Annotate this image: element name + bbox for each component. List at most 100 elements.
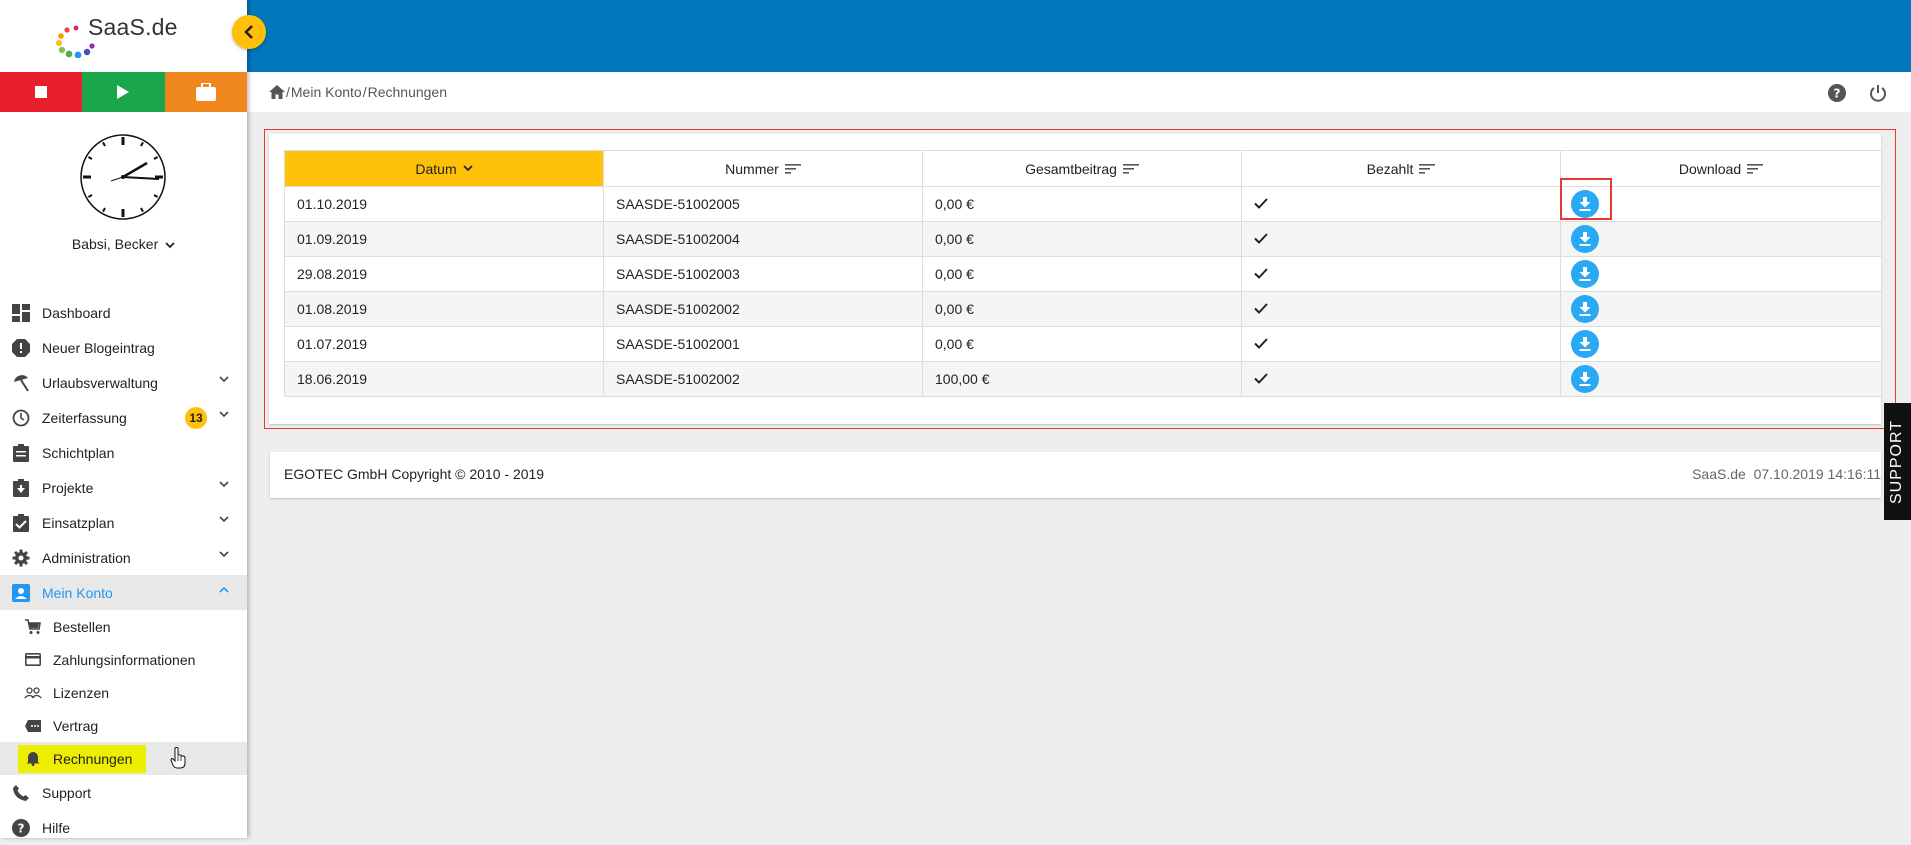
checkmark-icon: [1254, 338, 1268, 349]
people-icon: [24, 684, 42, 702]
sort-icon: [1747, 163, 1764, 174]
nav-item-einsatzplan[interactable]: Einsatzplan: [0, 505, 247, 540]
cell-betrag: 0,00 €: [922, 256, 1242, 292]
sub-item-vertrag[interactable]: Vertrag: [0, 709, 247, 742]
column-header-nummer[interactable]: Nummer: [603, 150, 923, 187]
cell-datum: 01.07.2019: [284, 326, 604, 362]
sub-item-label: Zahlungsinformationen: [53, 651, 196, 668]
sub-item-label: Lizenzen: [53, 684, 110, 701]
user-menu[interactable]: Babsi, Becker: [0, 236, 247, 252]
column-header-gesamtbeitrag[interactable]: Gesamtbeitrag: [922, 150, 1242, 187]
briefcase-button[interactable]: [164, 72, 247, 112]
checkmark-icon: [1254, 268, 1268, 279]
help-icon: ?: [11, 818, 31, 838]
cell-download: [1560, 291, 1882, 327]
sub-item-lizenzen[interactable]: Lizenzen: [0, 676, 247, 709]
play-button[interactable]: [82, 72, 165, 112]
download-icon: [1579, 372, 1591, 386]
checkmark-icon: [1254, 198, 1268, 209]
user-name: Babsi, Becker: [71, 236, 159, 252]
download-button[interactable]: [1571, 225, 1599, 253]
project-icon: [11, 478, 31, 498]
analog-clock: [0, 112, 247, 264]
check-clipboard-icon: [11, 513, 31, 533]
download-button[interactable]: [1571, 365, 1599, 393]
breadcrumb-separator: /: [362, 84, 367, 100]
sort-icon: [1122, 163, 1139, 174]
alert-icon: [11, 338, 31, 358]
nav-item-projekte[interactable]: Projekte: [0, 470, 247, 505]
sub-item-rechnungen[interactable]: Rechnungen: [0, 742, 247, 775]
help-icon[interactable]: ?: [1828, 84, 1846, 102]
home-icon[interactable]: [269, 85, 285, 99]
gear-icon: [11, 548, 31, 568]
nav-label: Mein Konto: [42, 584, 113, 601]
nav-item-administration[interactable]: Administration: [0, 540, 247, 575]
time-action-bar: [0, 72, 247, 112]
cell-nummer: SAASDE-51002002: [603, 291, 923, 327]
svg-text:?: ?: [18, 821, 25, 835]
cell-bezahlt: [1241, 186, 1561, 222]
download-icon: [1579, 302, 1591, 316]
collapse-sidebar-button[interactable]: [232, 15, 266, 49]
contract-icon: [24, 717, 42, 735]
download-icon: [1579, 197, 1591, 211]
support-tab[interactable]: SUPPORT: [1884, 403, 1911, 520]
power-icon[interactable]: [1869, 84, 1887, 102]
nav-item-hilfe[interactable]: ? Hilfe: [0, 810, 247, 845]
breadcrumb-mein-konto[interactable]: Mein Konto: [290, 84, 362, 100]
cell-download: [1560, 186, 1882, 222]
sub-item-label: Vertrag: [53, 717, 99, 734]
column-header-bezahlt[interactable]: Bezahlt: [1241, 150, 1561, 187]
nav-item-zeiterfassung[interactable]: Zeiterfassung 13: [0, 400, 247, 435]
hand-cursor-icon: [170, 747, 186, 769]
column-header-download[interactable]: Download: [1560, 150, 1882, 187]
cell-bezahlt: [1241, 361, 1561, 397]
column-label: Datum: [415, 160, 457, 177]
cell-betrag: 0,00 €: [922, 291, 1242, 327]
download-icon: [1579, 337, 1591, 351]
download-button[interactable]: [1571, 295, 1599, 323]
sub-item-bestellen[interactable]: Bestellen: [0, 610, 247, 643]
column-header-datum[interactable]: Datum: [284, 150, 604, 187]
download-button[interactable]: [1571, 330, 1599, 358]
current-page-highlight: Rechnungen: [18, 744, 147, 773]
nav-item-neuer-blogeintrag[interactable]: Neuer Blogeintrag: [0, 330, 247, 365]
nav-label: Neuer Blogeintrag: [42, 339, 155, 356]
nav-item-urlaubsverwaltung[interactable]: Urlaubsverwaltung: [0, 365, 247, 400]
footer-timestamp: 07.10.2019 14:16:11: [1753, 466, 1881, 482]
cell-bezahlt: [1241, 326, 1561, 362]
column-label: Download: [1678, 160, 1742, 177]
main-navigation: Dashboard Neuer Blogeintrag Urlaubsverwa…: [0, 295, 247, 845]
cell-datum: 01.09.2019: [284, 221, 604, 257]
breadcrumb-separator: /: [286, 84, 290, 100]
nav-item-mein-konto[interactable]: Mein Konto: [0, 575, 247, 610]
phone-icon: [11, 783, 31, 803]
account-icon: [11, 583, 31, 603]
nav-label: Hilfe: [42, 819, 71, 836]
nav-label: Administration: [42, 549, 131, 566]
cell-nummer: SAASDE-51002005: [603, 186, 923, 222]
logo[interactable]: SaaS.de: [0, 0, 247, 72]
download-button[interactable]: [1571, 190, 1599, 218]
nav-item-schichtplan[interactable]: Schichtplan: [0, 435, 247, 470]
footer-brand: SaaS.de: [1692, 466, 1746, 482]
stop-icon: [35, 86, 48, 98]
play-icon: [117, 85, 130, 99]
sort-icon: [1419, 163, 1436, 174]
dashboard-icon: [11, 303, 31, 323]
download-button[interactable]: [1571, 260, 1599, 288]
nav-item-dashboard[interactable]: Dashboard: [0, 295, 247, 330]
column-label: Gesamtbeitrag: [1025, 160, 1117, 177]
download-highlight-box: [1560, 178, 1612, 220]
checkmark-icon: [1254, 233, 1268, 244]
nav-label: Support: [42, 784, 92, 801]
stop-button[interactable]: [0, 72, 83, 112]
nav-item-support[interactable]: Support: [0, 775, 247, 810]
sub-item-zahlungsinformationen[interactable]: Zahlungsinformationen: [0, 643, 247, 676]
invoice-table: Datum Nummer Gesamtbeitrag Bezahlt Downl…: [284, 150, 1882, 397]
table-row: 01.10.2019 SAASDE-51002005 0,00 €: [284, 186, 1882, 222]
chevron-down-icon: [219, 481, 229, 488]
nav-label: Einsatzplan: [42, 514, 115, 531]
logo-dots-icon: [56, 25, 95, 58]
